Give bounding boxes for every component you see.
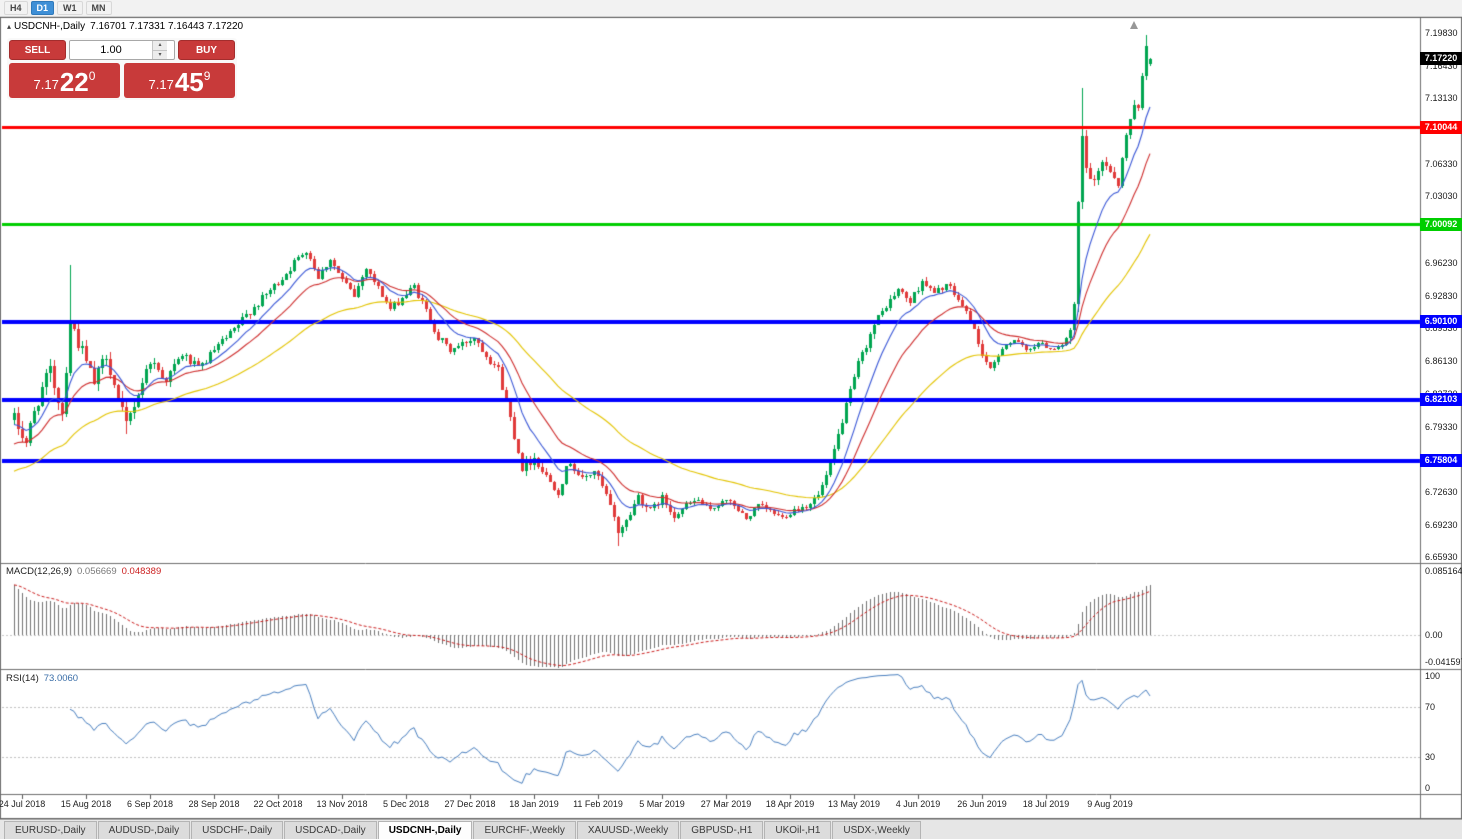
macd-indicator-label: MACD(12,26,9) 0.056669 0.048389 (6, 566, 161, 577)
volume-spinbox: ▴ ▾ (69, 40, 175, 60)
chart-tab-usdcnh-daily[interactable]: USDCNH-,Daily (377, 821, 473, 839)
buy-button[interactable]: BUY (178, 40, 235, 60)
volume-spinner: ▴ ▾ (152, 41, 167, 59)
chart-tab-usdx-weekly[interactable]: USDX-,Weekly (832, 821, 921, 839)
timeframe-d1-button[interactable]: D1 (30, 1, 55, 15)
candlestick-chart-canvas[interactable] (0, 17, 1462, 819)
chart-tab-usdchf-daily[interactable]: USDCHF-,Daily (191, 821, 284, 839)
chart-tab-bar: EURUSD-,Daily AUDUSD-,Daily USDCHF-,Daily U… (0, 819, 1462, 839)
chart-tab-xauusd-weekly[interactable]: XAUUSD-,Weekly (576, 821, 680, 839)
chart-tab-audusd-daily[interactable]: AUDUSD-,Daily (97, 821, 191, 839)
chart-tab-ukoil-h1[interactable]: UKOil-,H1 (764, 821, 832, 839)
macd-main-value: 0.056669 (77, 566, 117, 577)
sell-price-pips: 22 (59, 67, 89, 97)
chart-tab-usdcad-daily[interactable]: USDCAD-,Daily (284, 821, 377, 839)
ohlc-values: 7.16701 7.17331 7.16443 7.17220 (90, 21, 244, 32)
buy-price-base: 7.17 (148, 77, 174, 92)
sell-button[interactable]: SELL (9, 40, 66, 60)
timeframe-h4-button[interactable]: H4 (4, 1, 28, 15)
buy-price-pips: 45 (174, 67, 204, 97)
chart-symbol-header: ▴ USDCNH-,Daily 7.16701 7.17331 7.16443 7.… (7, 21, 243, 32)
up-arrow-marker (1130, 21, 1138, 29)
timeframe-toolbar: H4 D1 W1 MN (0, 0, 1462, 17)
sell-price-display[interactable]: 7.17 22 0 (9, 63, 120, 98)
chart-tab-eurusd-daily[interactable]: EURUSD-,Daily (4, 821, 97, 839)
buy-price-display[interactable]: 7.17 45 9 (124, 63, 235, 98)
macd-signal-value: 0.048389 (121, 566, 162, 577)
macd-name: MACD(12,26,9) (6, 566, 72, 577)
buy-price-frac: 9 (203, 69, 211, 83)
rsi-indicator-label: RSI(14) 73.0060 (6, 673, 78, 684)
timeframe-mn-button[interactable]: MN (85, 1, 112, 15)
volume-up-button[interactable]: ▴ (153, 41, 167, 51)
symbol-name: USDCNH-,Daily (14, 21, 86, 32)
volume-down-button[interactable]: ▾ (153, 50, 167, 59)
chart-tab-eurchf-weekly[interactable]: EURCHF-,Weekly (473, 821, 576, 839)
sell-price-base: 7.17 (33, 77, 59, 92)
volume-input[interactable] (70, 41, 152, 59)
rsi-name: RSI(14) (6, 673, 39, 684)
rsi-value: 73.0060 (43, 673, 79, 684)
collapse-panel-icon[interactable]: ▴ (7, 22, 12, 31)
chart-window: ▴ USDCNH-,Daily 7.16701 7.17331 7.16443 7.… (0, 17, 1462, 819)
timeframe-w1-button[interactable]: W1 (57, 1, 83, 15)
sell-price-frac: 0 (88, 69, 96, 83)
chart-tab-gbpusd-h1[interactable]: GBPUSD-,H1 (680, 821, 764, 839)
